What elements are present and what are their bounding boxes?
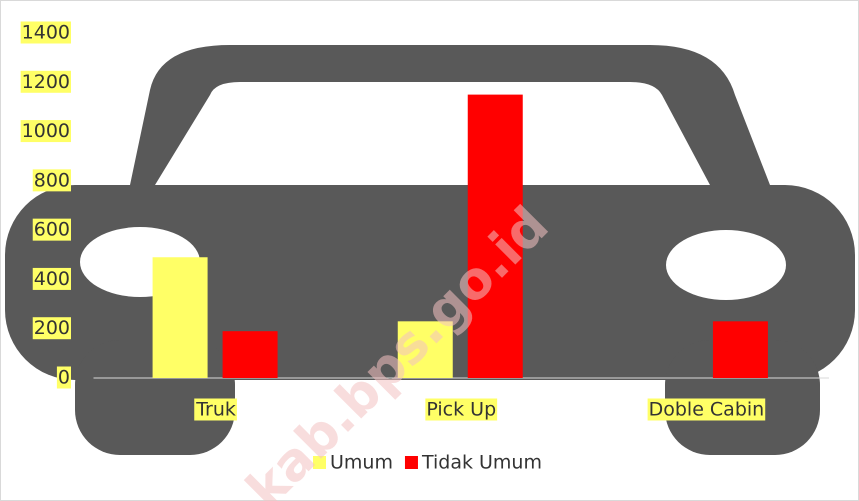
car-windows [80, 82, 786, 300]
bar [222, 331, 278, 378]
y-tick-label: 800 [34, 169, 70, 191]
label-highlight [20, 70, 71, 93]
bar [397, 321, 453, 378]
label-highlight [32, 169, 71, 192]
legend-label: Tidak Umum [421, 452, 542, 474]
label-highlight [194, 398, 237, 421]
label-highlight [32, 317, 71, 340]
bar [712, 321, 768, 378]
x-tick-label: Pick Up [426, 399, 496, 421]
y-tick-label: 200 [34, 317, 70, 339]
label-highlight [32, 267, 71, 290]
label-highlight [20, 21, 71, 44]
y-tick-label: 1000 [22, 120, 70, 142]
label-highlight [20, 120, 71, 143]
label-highlight [56, 366, 71, 389]
bar [467, 94, 523, 378]
label-highlight [647, 398, 766, 421]
label-highlight [32, 218, 71, 241]
y-tick-label: 600 [34, 219, 70, 241]
legend-label: Umum [330, 452, 393, 474]
bar [152, 257, 208, 378]
y-tick-label: 0 [58, 367, 70, 389]
x-tick-label: Doble Cabin [649, 399, 765, 421]
y-tick-label: 1200 [22, 71, 70, 93]
label-highlight [425, 398, 498, 421]
legend-swatch [313, 456, 326, 469]
y-tick-label: 400 [34, 268, 70, 290]
legend-swatch [404, 456, 418, 469]
x-tick-label: Truk [195, 399, 236, 421]
y-tick-label: 1400 [22, 22, 70, 44]
